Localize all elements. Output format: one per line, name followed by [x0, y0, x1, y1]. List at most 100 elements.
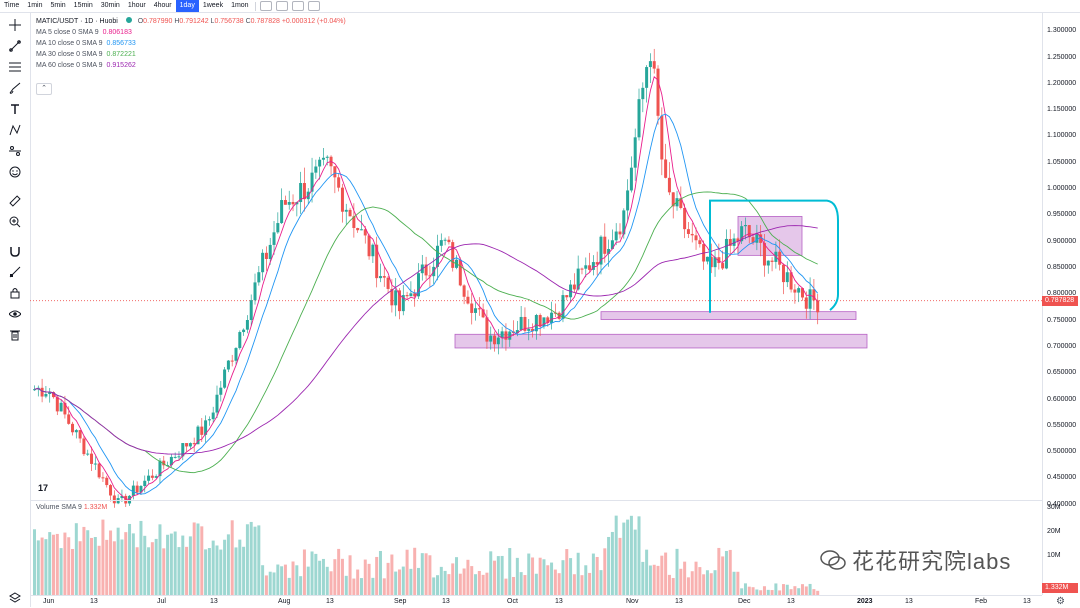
zoom-icon[interactable] — [7, 214, 23, 230]
magnet-icon[interactable] — [7, 243, 23, 259]
change-value: +0.000312 (+0.04%) — [281, 18, 346, 25]
eye-icon[interactable] — [7, 306, 23, 322]
stay-drawing-icon[interactable] — [7, 264, 23, 280]
trend-line-icon[interactable] — [7, 38, 23, 54]
object-tree-icon[interactable] — [7, 590, 23, 606]
time-tick-label: Jun — [43, 598, 55, 605]
volume-bar — [660, 555, 664, 595]
price-chart[interactable] — [30, 13, 1042, 595]
candle-body — [740, 226, 744, 242]
candle-body — [489, 335, 493, 342]
candle-body — [344, 209, 348, 212]
volume-bar — [169, 533, 173, 595]
layout-icon[interactable] — [291, 1, 304, 11]
volume-bar — [291, 561, 295, 595]
volume-bar — [504, 578, 508, 595]
timeframe-1day[interactable]: 1day — [175, 0, 199, 12]
lock-icon[interactable] — [7, 285, 23, 301]
volume-bar — [204, 549, 208, 595]
candle-body — [679, 198, 683, 208]
volume-bar — [287, 577, 291, 595]
timeframe-1hour[interactable]: 1hour — [127, 2, 146, 9]
snapshot-icon[interactable] — [307, 1, 320, 11]
close-value: 0.787828 — [250, 18, 280, 25]
pane-divider[interactable] — [30, 500, 1042, 501]
ma-label: MA 5 close 0 SMA 9 — [36, 29, 99, 36]
prediction-icon[interactable] — [7, 143, 23, 159]
trash-icon[interactable] — [7, 327, 23, 343]
timeframe-1min[interactable]: 1min — [27, 2, 43, 9]
candle-body — [333, 166, 337, 178]
volume-bar — [789, 589, 793, 595]
timeframe-4hour[interactable]: 4hour — [153, 2, 172, 9]
timeframe-30min[interactable]: 30min — [100, 2, 120, 9]
volume-bar — [363, 559, 367, 595]
emoji-icon[interactable] — [7, 164, 23, 180]
crosshair-icon[interactable] — [7, 17, 23, 33]
volume-bar — [162, 548, 166, 595]
candle-body — [321, 157, 325, 160]
timeframe-1week[interactable]: 1week — [202, 2, 224, 9]
candle-body — [785, 272, 789, 283]
candle-body — [55, 397, 59, 412]
price-tick-label: 1.200000 — [1047, 79, 1077, 87]
candle-body — [192, 443, 196, 445]
candle-body — [698, 240, 702, 245]
volume-bar — [785, 584, 789, 595]
volume-bar — [436, 575, 440, 595]
candle-body — [474, 308, 478, 313]
candle-body — [318, 159, 322, 167]
timeframe-1mon[interactable]: 1mon — [231, 2, 249, 9]
volume-bar — [717, 547, 721, 595]
volume-bar — [781, 584, 785, 595]
volume-bar — [306, 566, 310, 595]
volume-bar — [105, 539, 109, 595]
candle-body — [48, 392, 52, 395]
volume-bar — [557, 573, 561, 595]
ma-legend-row[interactable]: MA 60 close 0 SMA 9 0.915262 — [36, 60, 346, 71]
support-zone-lower — [454, 333, 868, 349]
market-status-icon — [125, 17, 132, 23]
volume-bar — [762, 586, 766, 595]
brush-icon[interactable] — [7, 80, 23, 96]
pattern-icon[interactable] — [7, 122, 23, 138]
timeframe-time[interactable]: Time — [4, 2, 20, 9]
volume-bar — [538, 557, 542, 595]
ma-legend-row[interactable]: MA 5 close 0 SMA 9 0.806183 — [36, 27, 346, 38]
candle-body — [515, 330, 519, 333]
legend-collapse-button[interactable]: ⌃ — [36, 83, 52, 95]
time-axis[interactable]: Jun 13 Jul 13 Aug 13 Sep 13 Oct 13 Nov 13 Dec 13 2023 1… — [30, 595, 1042, 608]
volume-bar — [755, 589, 759, 595]
ma-value: 0.856733 — [106, 40, 136, 47]
volume-bar — [561, 560, 565, 595]
volume-bar — [550, 562, 554, 595]
ma-legend-row[interactable]: MA 10 close 0 SMA 9 0.856733 — [36, 38, 346, 49]
volume-bar — [367, 563, 371, 595]
candle-body — [314, 166, 318, 173]
ruler-icon[interactable] — [7, 193, 23, 209]
volume-bar — [694, 561, 698, 595]
timeframe-5min[interactable]: 5min — [50, 2, 66, 9]
volume-bar — [337, 548, 341, 595]
volume-bar — [808, 583, 812, 595]
gear-icon[interactable]: ⚙ — [1056, 596, 1065, 607]
symbol-title[interactable]: MATIC/USDT · 1D · Huobi — [36, 18, 118, 25]
indicators-icon[interactable] — [275, 1, 288, 11]
wechat-icon — [820, 550, 846, 570]
volume-bar — [135, 547, 139, 595]
candle-body — [800, 288, 804, 298]
chart-type-icon[interactable] — [259, 1, 272, 11]
candle-body — [219, 387, 223, 395]
fib-retracement-icon[interactable] — [7, 59, 23, 75]
timeframe-15min[interactable]: 15min — [73, 2, 93, 9]
price-tick-label: 0.450000 — [1047, 474, 1077, 482]
volume-bar — [595, 556, 599, 595]
volume-bar — [546, 565, 550, 595]
text-icon[interactable] — [7, 101, 23, 117]
volume-bar — [128, 523, 132, 595]
ma-legend-row[interactable]: MA 30 close 0 SMA 9 0.872221 — [36, 49, 346, 60]
volume-bar — [470, 566, 474, 595]
volume-bar — [599, 570, 603, 595]
candle-body — [93, 463, 97, 465]
candle-body — [234, 348, 238, 361]
